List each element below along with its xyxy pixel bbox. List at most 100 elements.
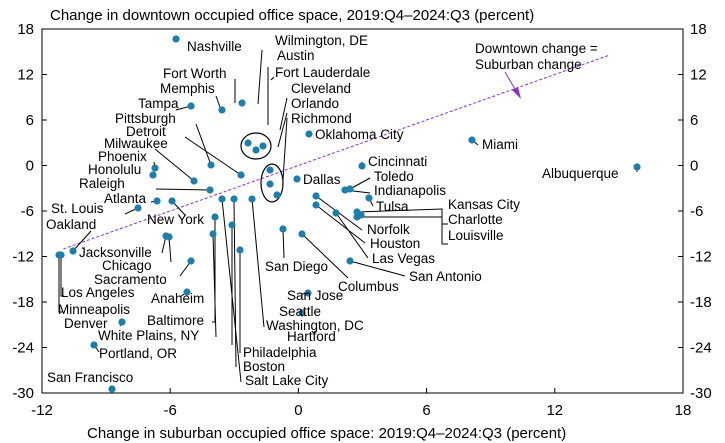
y-tick-label-right: -30	[690, 385, 712, 402]
label-nashville: Nashville	[187, 39, 242, 54]
label-raleigh: Raleigh	[79, 176, 125, 191]
leader-line	[270, 76, 275, 81]
leader-line	[279, 97, 288, 131]
point-atlanta	[153, 197, 161, 205]
label-chicago: Chicago	[102, 258, 152, 273]
leader-line	[212, 233, 217, 338]
leader-line	[335, 212, 369, 259]
label-anaheim: Anaheim	[151, 291, 204, 306]
chart-title: Change in downtown occupied office space…	[50, 7, 534, 24]
data-points	[55, 35, 641, 393]
x-tick-label: 0	[294, 402, 302, 419]
point-cleveland	[266, 166, 274, 174]
point-wilmington-de	[244, 139, 252, 147]
leader-line	[212, 217, 216, 323]
cluster-ellipse-lower	[260, 163, 284, 203]
x-tick-label: 6	[422, 402, 430, 419]
label-albuquerque: Albuquerque	[542, 166, 619, 181]
point-cincinnati	[358, 162, 366, 170]
leader-line	[154, 148, 195, 182]
y-tick-label-left: 18	[17, 21, 34, 38]
label-los-angeles: Los Angeles	[61, 285, 135, 300]
label-cincinnati: Cincinnati	[368, 154, 427, 169]
label-cleveland: Cleveland	[291, 81, 351, 96]
point-pittsburgh	[207, 161, 215, 169]
leader-line	[195, 123, 212, 166]
point-las-vegas	[332, 209, 340, 217]
point-anaheim	[183, 288, 191, 296]
y-tick-label-left: 12	[17, 67, 34, 84]
point-fort-worth	[238, 99, 246, 107]
point-phoenix	[151, 164, 159, 172]
point-white-plains-ny	[209, 230, 217, 238]
point-salt-lake-city	[218, 195, 226, 203]
label-hartford: Hartford	[287, 329, 336, 344]
label-charlotte: Charlotte	[448, 212, 503, 227]
point-new-york	[168, 197, 176, 205]
label-atlanta: Atlanta	[104, 191, 147, 206]
label-louisville: Louisville	[448, 228, 504, 243]
point-norfolk	[312, 192, 320, 200]
label-denver: Denver	[64, 316, 108, 331]
leader-line	[184, 136, 242, 176]
leader-line	[277, 112, 288, 148]
point-boston	[230, 195, 238, 203]
y-tick-label-right: 12	[690, 67, 707, 84]
point-miami	[468, 136, 476, 144]
label-tulsa: Tulsa	[376, 199, 409, 214]
point-fort-lauderdale	[259, 142, 267, 150]
label-new-york: New York	[147, 212, 204, 227]
point-chicago	[165, 233, 173, 241]
label-toledo: Toledo	[374, 169, 414, 184]
leader-line	[301, 233, 349, 279]
y-tick-label-right: -12	[690, 249, 712, 266]
point-sacramento	[187, 257, 195, 265]
x-axis-label: Change in suburban occupied office space…	[87, 425, 566, 442]
point-oklahoma-city	[305, 130, 313, 138]
point-richmond	[273, 191, 281, 199]
label-jacksonville: Jacksonville	[79, 245, 152, 260]
label-milwaukee: Milwaukee	[104, 136, 168, 151]
leader-line	[257, 49, 263, 105]
point-nashville	[172, 35, 180, 43]
point-san-antonio	[346, 257, 354, 265]
point-dallas	[293, 175, 301, 183]
x-tick-label: -12	[31, 402, 53, 419]
y-tick-label-right: -18	[690, 294, 712, 311]
label-seattle: Seattle	[279, 304, 321, 319]
leader-line	[282, 228, 285, 259]
point-honolulu	[149, 171, 157, 179]
label-boston: Boston	[243, 359, 285, 374]
y-tick-label-right: -24	[690, 340, 712, 357]
point-louisville	[357, 211, 365, 219]
label-phoenix: Phoenix	[98, 149, 147, 164]
leader-line	[282, 117, 288, 181]
point-raleigh	[206, 186, 214, 194]
label-fort-lauderdale: Fort Lauderdale	[275, 65, 370, 80]
reference-line-label-1: Downtown change =	[475, 41, 598, 56]
label-san-francisco: San Francisco	[47, 370, 133, 385]
point-portland-or	[90, 341, 98, 349]
point-st-louis	[134, 204, 142, 212]
point-tulsa	[365, 194, 373, 202]
point-washington-dc	[248, 195, 256, 203]
point-hartford	[228, 221, 236, 229]
label-honolulu: Honolulu	[88, 162, 141, 177]
reference-line-group	[63, 55, 609, 250]
label-salt-lake-city: Salt Lake City	[245, 373, 329, 388]
y-tick-label-left: -12	[12, 249, 34, 266]
label-austin: Austin	[277, 48, 315, 63]
label-kansas-city: Kansas City	[448, 197, 520, 212]
label-st-louis: St. Louis	[51, 201, 104, 216]
point-austin	[252, 146, 260, 154]
label-fort-worth: Fort Worth	[163, 66, 227, 81]
label-pittsburgh: Pittsburgh	[115, 111, 176, 126]
point-labels: Nashville Fort WorthMemphisTampaPittsburg…	[46, 33, 619, 388]
label-detroit: Detroit	[126, 124, 166, 139]
y-tick-label-right: 0	[690, 158, 698, 175]
y-tick-label-left: -6	[21, 203, 34, 220]
label-columbus: Columbus	[338, 279, 399, 294]
y-tick-label-right: 6	[690, 112, 698, 129]
label-orlando: Orlando	[291, 96, 339, 111]
